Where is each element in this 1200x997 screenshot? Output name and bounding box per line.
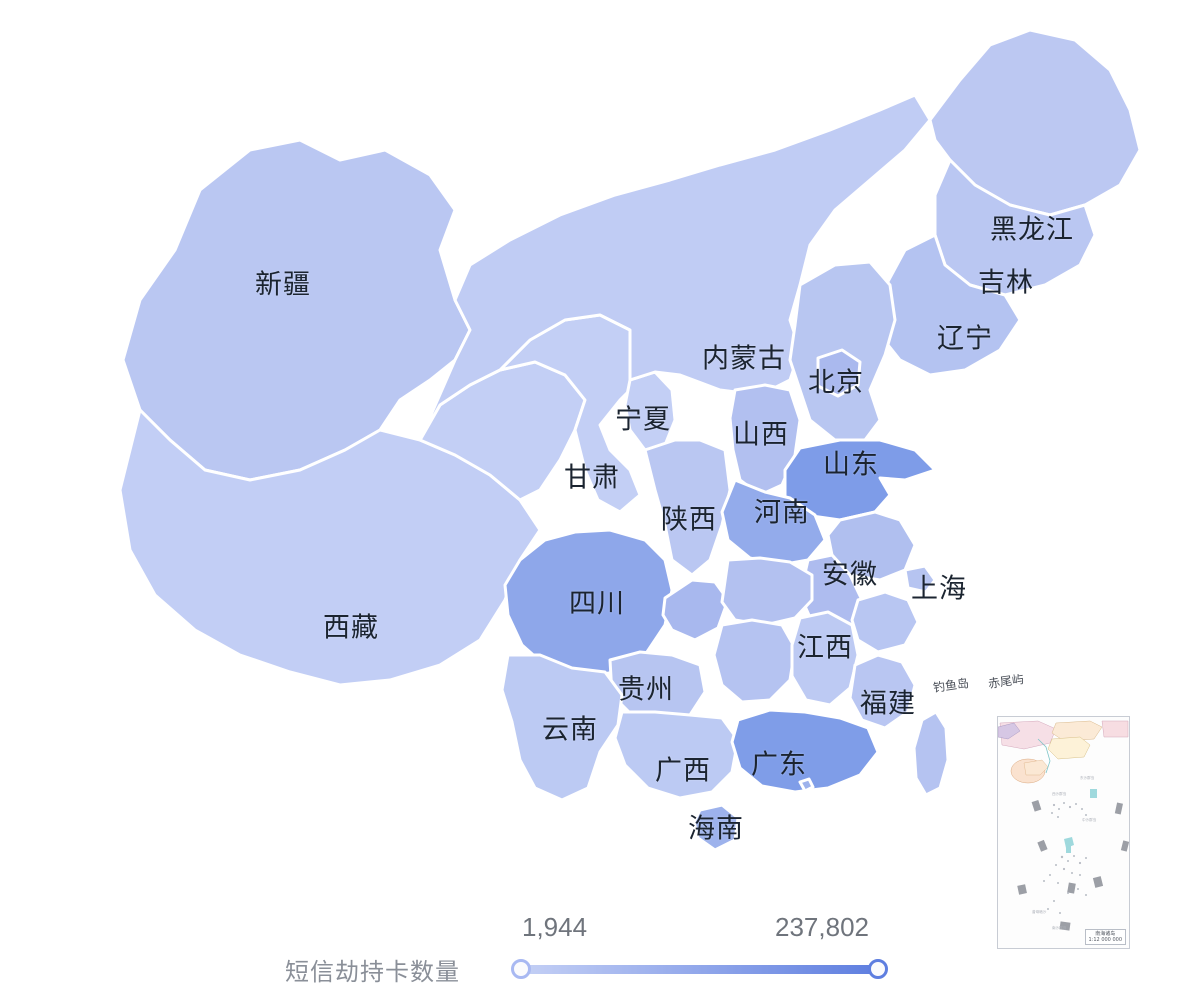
- map-legend[interactable]: 短信劫持卡数量 1,944 237,802: [285, 912, 900, 987]
- province-shape-taiwan[interactable]: [912, 710, 950, 797]
- legend-min-value: 1,944: [522, 912, 588, 942]
- province-shape-zhejiang[interactable]: [850, 590, 920, 654]
- svg-text:西沙群岛: 西沙群岛: [1052, 791, 1067, 796]
- legend-gradient-track[interactable]: [525, 965, 874, 974]
- inset-caption-title: 南海诸岛: [1095, 930, 1116, 937]
- province-shape-fujian[interactable]: [848, 653, 917, 730]
- province-shape-ningxia[interactable]: [623, 370, 677, 452]
- south-china-sea-inset-shapes: 西沙群岛 中沙群岛 南沙群岛 东沙群岛 曾母暗沙: [998, 717, 1129, 948]
- province-shape-shanxi-jin[interactable]: [728, 383, 802, 497]
- svg-text:中沙群岛: 中沙群岛: [1082, 817, 1097, 822]
- province-shape-beijing[interactable]: [816, 348, 862, 398]
- south-china-sea-inset[interactable]: 西沙群岛 中沙群岛 南沙群岛 东沙群岛 曾母暗沙 南海诸岛 1:12 000 0…: [997, 716, 1130, 949]
- province-shape-sichuan[interactable]: [503, 528, 674, 680]
- province-shape-shanghai[interactable]: [903, 564, 937, 594]
- legend-title: 短信劫持卡数量: [285, 958, 460, 986]
- province-shape-hongkong[interactable]: [798, 777, 815, 793]
- legend-slider-handle-max[interactable]: [868, 959, 888, 979]
- province-shape-xinjiang[interactable]: [121, 138, 472, 482]
- province-shape-guangdong[interactable]: [730, 708, 880, 794]
- province-shape-guangxi[interactable]: [613, 710, 740, 800]
- province-shape-hainan[interactable]: [692, 803, 740, 852]
- province-shape-shandong[interactable]: [783, 438, 937, 522]
- province-shape-hubei[interactable]: [720, 556, 814, 627]
- svg-text:南沙群岛: 南沙群岛: [1052, 925, 1067, 930]
- province-shape-shaanxi[interactable]: [643, 438, 732, 577]
- province-shape-jiangxi[interactable]: [790, 610, 860, 707]
- legend-max-value: 237,802: [775, 912, 869, 942]
- province-shape-hunan[interactable]: [712, 618, 797, 704]
- inset-caption-scale: 1:12 000 000: [1088, 936, 1123, 943]
- inset-caption: 南海诸岛 1:12 000 000: [1084, 928, 1126, 945]
- legend-range-slider[interactable]: [511, 959, 888, 979]
- province-shape-jiangsu[interactable]: [826, 510, 917, 582]
- province-shape-yunnan[interactable]: [500, 653, 624, 802]
- svg-text:曾母暗沙: 曾母暗沙: [1032, 909, 1047, 914]
- province-shape-chongqing[interactable]: [661, 578, 730, 642]
- svg-text:东沙群岛: 东沙群岛: [1080, 775, 1095, 780]
- legend-slider-handle-min[interactable]: [511, 959, 531, 979]
